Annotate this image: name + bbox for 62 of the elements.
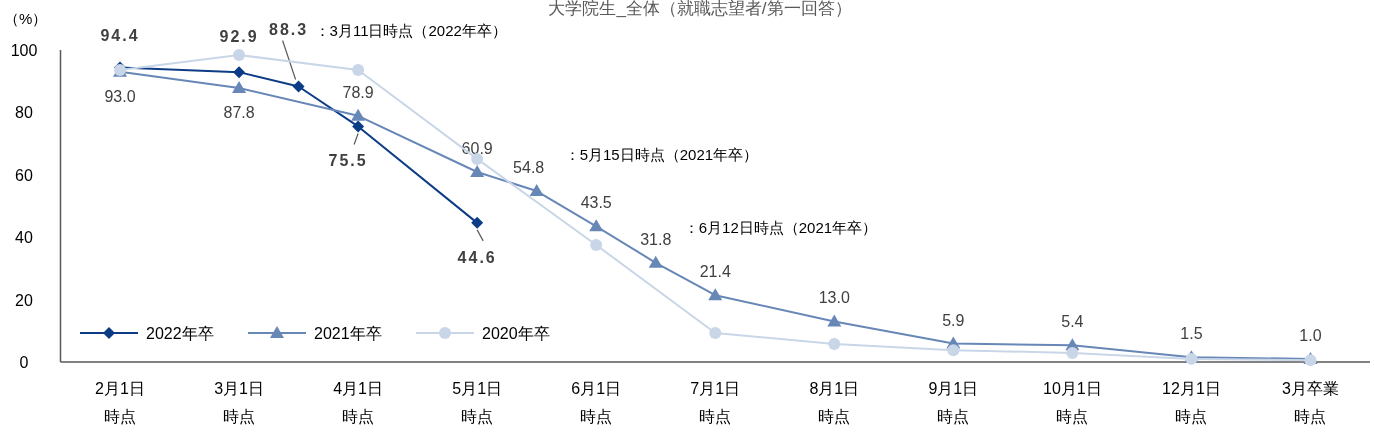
data-label: 92.9 — [219, 28, 259, 46]
data-label: 93.0 — [104, 87, 136, 105]
x-tick-label: 5月1日時点 — [452, 380, 503, 425]
y-tick-label: 40 — [15, 229, 33, 247]
data-label: 87.8 — [223, 104, 255, 122]
y-tick-label: 20 — [15, 291, 33, 309]
data-label: 13.0 — [818, 289, 850, 307]
text: ：3月11日時点（2022年卒） — [314, 22, 507, 39]
y-axis-title: （%） — [4, 10, 48, 27]
y-tick-label: 0 — [19, 354, 29, 371]
data-label: 5.9 — [942, 311, 965, 329]
point — [233, 48, 246, 61]
point — [947, 344, 960, 357]
point — [589, 219, 604, 232]
legend-label: 2021年卒 — [314, 325, 382, 342]
y-tick-label: 80 — [15, 104, 33, 122]
point — [709, 326, 722, 339]
x-tick-label: 6月1日時点 — [571, 380, 622, 425]
point — [470, 164, 485, 177]
point — [648, 255, 663, 268]
point — [233, 66, 246, 79]
data-label: 75.5 — [328, 152, 368, 170]
data-label: 44.6 — [457, 248, 497, 266]
legend-label: 2022年卒 — [146, 325, 214, 342]
x-tick-label: 4月1日時点 — [333, 380, 384, 425]
legend-label: 2020年卒 — [482, 325, 550, 342]
point — [352, 120, 365, 133]
x-tick-label: 9月1日時点 — [928, 380, 979, 425]
data-label: 54.8 — [513, 159, 545, 177]
x-tick-label: 8月1日時点 — [809, 380, 860, 425]
y-tick-label: 100 — [10, 42, 38, 59]
annotation: ：6月12日時点（2021年卒） — [683, 219, 878, 236]
data-label: 1.5 — [1180, 325, 1203, 343]
x-tick-label: 3月1日時点 — [214, 380, 264, 425]
y-tick-label: 60 — [15, 166, 33, 184]
x-tick-label: 10月1日時点 — [1043, 380, 1102, 425]
point — [590, 239, 603, 251]
point — [827, 314, 842, 327]
annotation: ：5月15日時点（2021年卒） — [564, 146, 759, 163]
x-tick-label: 2月1日時点 — [95, 380, 145, 425]
point — [352, 63, 365, 76]
chart-title: 大学院生_全体（就職志望者/第一回答） — [548, 0, 852, 18]
data-label: 78.9 — [342, 83, 374, 101]
point — [828, 337, 841, 350]
data-label: 43.5 — [580, 194, 612, 212]
x-tick-label: 3月卒業時点 — [1282, 380, 1339, 425]
data-label: 60.9 — [461, 139, 493, 157]
data-label: 31.8 — [640, 230, 672, 248]
data-label: 88.3 — [269, 20, 309, 38]
data-label: 5.4 — [1061, 313, 1084, 331]
point — [1066, 346, 1079, 359]
point — [708, 288, 723, 301]
data-label: 21.4 — [699, 263, 731, 281]
point — [351, 108, 366, 121]
point — [232, 81, 247, 94]
x-tick-label: 12月1日時点 — [1162, 380, 1221, 425]
point — [471, 216, 484, 229]
point — [292, 80, 305, 93]
point — [529, 184, 544, 197]
data-label: 1.0 — [1299, 326, 1322, 344]
data-label: 94.4 — [100, 27, 140, 45]
x-tick-label: 7月1日時点 — [690, 380, 741, 425]
